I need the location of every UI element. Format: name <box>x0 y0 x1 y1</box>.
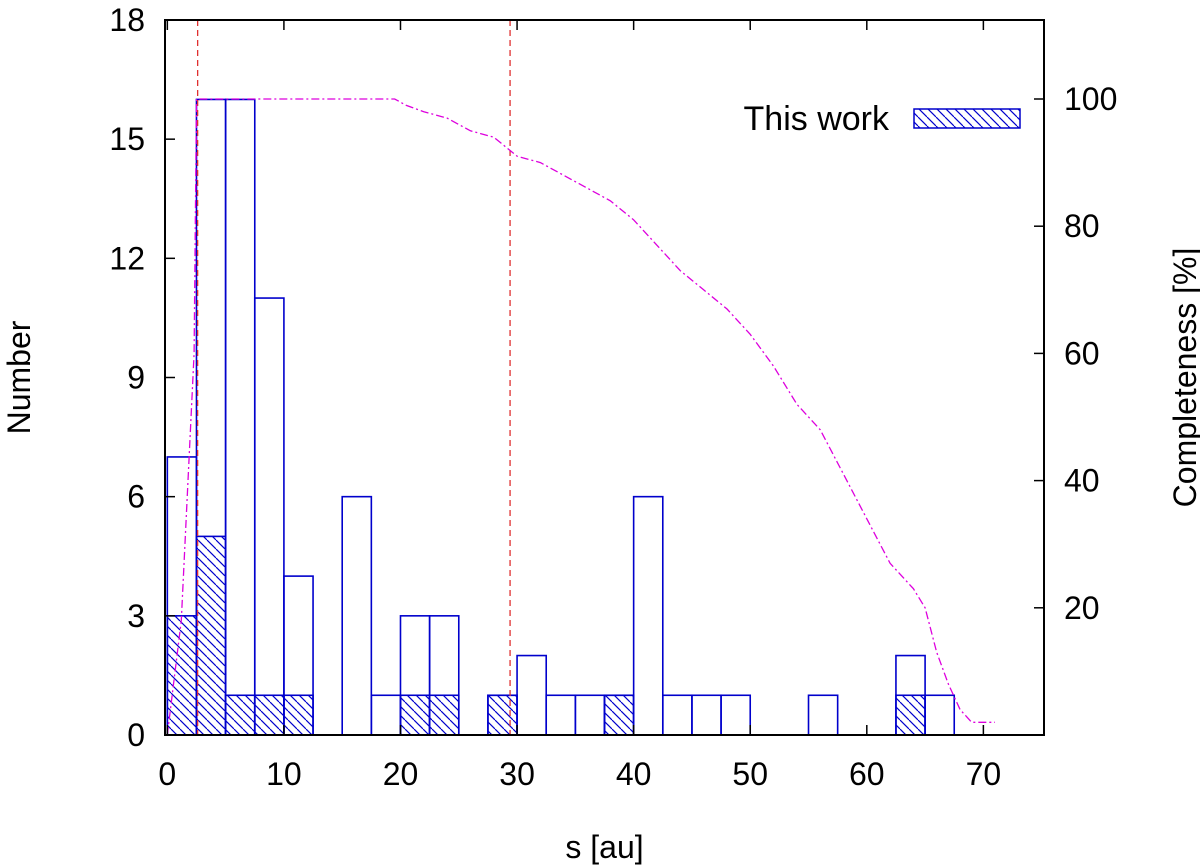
histogram-bar <box>574 694 606 736</box>
histogram-bar <box>341 495 373 736</box>
legend: This work <box>744 100 1021 138</box>
y2-axis-label: Completeness [%] <box>1167 248 1200 508</box>
y-axis-label: Number <box>1 320 37 434</box>
y2-tick-label: 100 <box>1064 81 1117 117</box>
this-work-bar <box>487 694 518 736</box>
y-tick-label: 18 <box>109 2 145 38</box>
y-tick-label: 15 <box>109 121 145 157</box>
this-work-bar <box>283 694 314 736</box>
y-tick-label: 6 <box>127 479 145 515</box>
y-tick-label: 3 <box>127 598 145 634</box>
x-tick-label: 30 <box>499 756 535 792</box>
this-work-bar <box>895 694 926 736</box>
y-tick-label: 12 <box>109 240 145 276</box>
x-axis-label: s [au] <box>565 829 643 865</box>
x-tick-label: 20 <box>383 756 419 792</box>
this-work-bar <box>195 535 227 736</box>
x-tick-label: 40 <box>616 756 652 792</box>
plot-frame <box>164 19 1045 736</box>
y2-tick-label: 80 <box>1064 208 1100 244</box>
this-work-bar <box>603 694 635 736</box>
histogram-bar <box>253 297 285 736</box>
histogram-bar <box>691 694 722 736</box>
histogram-bar <box>516 654 548 736</box>
histogram-bar <box>924 694 956 736</box>
x-tick-label: 10 <box>266 756 302 792</box>
legend-swatch-this-work <box>913 108 1021 129</box>
y2-tick-label: 20 <box>1064 590 1100 626</box>
x-tick-label: 0 <box>158 756 176 792</box>
this-work-bar <box>428 694 460 736</box>
y-tick-label: 9 <box>127 360 145 396</box>
histogram-bar <box>224 98 256 736</box>
this-work-bar <box>253 694 285 736</box>
histogram-bar <box>807 694 839 736</box>
this-work-bar <box>224 694 256 736</box>
y2-tick-label: 60 <box>1064 335 1100 371</box>
this-work-bar <box>399 694 431 736</box>
x-tick-label: 50 <box>732 756 768 792</box>
histogram-bar <box>661 694 693 736</box>
y2-tick-label: 40 <box>1064 463 1100 499</box>
completeness-curve <box>166 98 995 736</box>
legend-label-this-work: This work <box>744 100 890 138</box>
axes: 0 10 20 30 40 50 60 70 0 3 6 9 12 15 18 20 40 60 80 100 <box>109 2 1117 792</box>
histogram-bar <box>545 694 577 736</box>
y-tick-label: 0 <box>127 717 145 753</box>
histogram-bar <box>370 694 402 736</box>
x-tick-label: 70 <box>966 756 1002 792</box>
this-work-bar <box>166 615 198 736</box>
histogram-bar <box>632 495 664 736</box>
x-tick-label: 60 <box>849 756 885 792</box>
histogram-bar <box>720 694 752 736</box>
